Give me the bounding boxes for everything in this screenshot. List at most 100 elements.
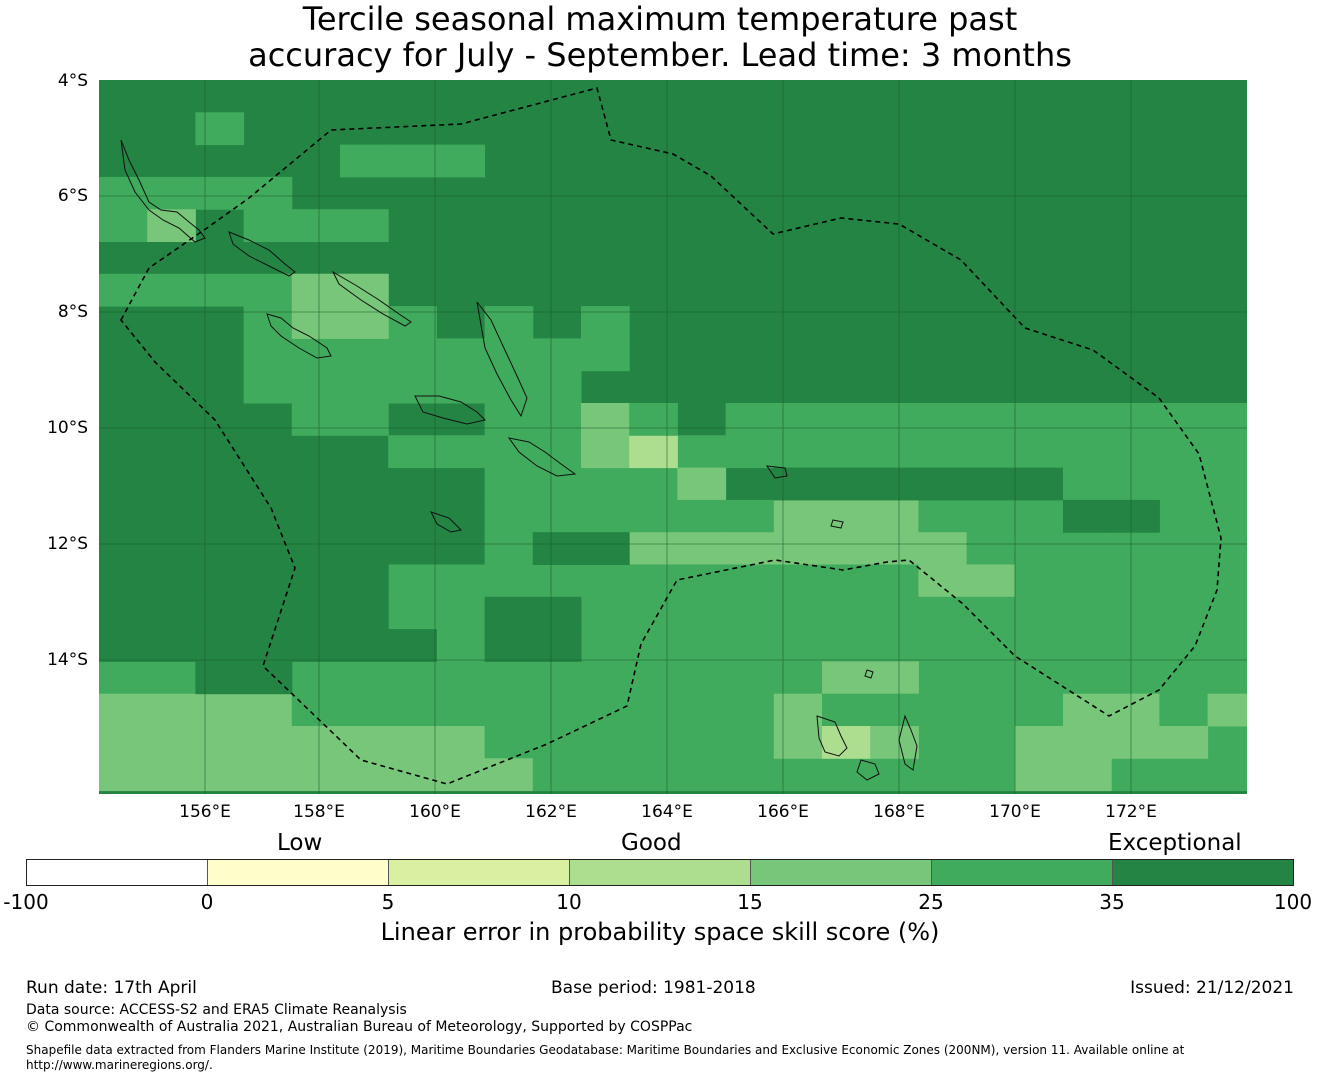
skill-cell [1111,629,1160,662]
skill-cell [388,144,437,178]
skill-cell [966,435,1016,469]
skill-cell [388,338,437,372]
skill-cell [966,467,1016,501]
data-source: Data source: ACCESS-S2 and ERA5 Climate … [26,1002,407,1018]
skill-cell [1207,629,1247,662]
lat-label-4s: 4°S [57,71,88,91]
skill-cell [436,564,486,598]
base-period: Base period: 1981-2018 [551,978,756,998]
skill-cell [1207,435,1247,469]
skill-cell [918,726,968,759]
skill-cell [870,661,919,695]
skill-cell [340,564,389,598]
skill-cell [1063,758,1112,792]
skill-cell [1063,661,1112,695]
skill-cell [629,499,678,533]
skill-cell [484,499,534,533]
small-island-1 [830,519,844,529]
skill-cell [1111,467,1160,501]
skill-cell [1111,435,1160,469]
skill-cell [195,596,245,630]
run-date: Run date: 17th April [26,978,197,998]
skill-cell [340,596,389,630]
skill-cell [1159,499,1209,533]
maritime-boundary [120,87,1222,785]
skill-cell [1159,758,1209,792]
skill-cell [581,403,630,436]
skill-cell [870,467,919,501]
skill-cell [99,758,148,792]
skill-cell [725,435,775,469]
skill-cell [1014,467,1064,501]
skill-cell [822,629,871,662]
skill-cell [725,758,775,792]
skill-cell [581,596,630,630]
skill-cell [629,532,678,565]
skill-cell [773,435,823,469]
skill-cell [195,273,245,307]
skill-cell [966,532,1016,565]
skill-cell [147,596,196,630]
colorbar-tick: 5 [381,890,395,914]
skill-cell [388,758,437,792]
skill-cell [436,661,486,695]
lon-label-158e: 158°E [293,802,345,822]
skill-cell [484,338,534,372]
skill-cell [291,629,341,662]
skill-cell [773,596,823,630]
skill-cell [773,532,823,565]
skill-cell [966,726,1016,759]
skill-cell [1207,564,1247,598]
skill-cell [725,532,775,565]
skill-cell [677,726,727,759]
skill-cell [1111,661,1160,695]
skill-cell [1014,661,1064,695]
skill-cell [1207,661,1247,695]
skill-cell [1159,693,1209,727]
colorbar [26,859,1294,886]
skill-cell [291,338,341,372]
skill-cell [532,467,582,501]
skill-cell [822,403,871,436]
skill-cell [99,629,148,662]
skill-cell [677,532,727,565]
colorbar-tick: 35 [1099,890,1125,914]
skill-cell [773,403,823,436]
skill-cell [966,596,1016,630]
skill-cell [243,629,293,662]
lon-label-170e: 170°E [989,802,1041,822]
skill-cell [1014,629,1064,662]
skill-cell [195,726,245,759]
issued-date: Issued: 21/12/2021 [1130,978,1294,998]
skill-cell [436,338,486,372]
skill-cell [532,758,582,792]
skill-cell [677,629,727,662]
skill-cell [629,758,678,792]
skill-cell [725,596,775,630]
skill-map [99,80,1247,794]
skill-cell [1159,726,1209,759]
skill-cell [1111,758,1160,792]
skill-cell [918,467,968,501]
colorbar-segment [570,860,751,885]
skill-cell [629,629,678,662]
skill-cell [291,693,341,727]
colorbar-segment [389,860,570,885]
skill-cell [870,435,919,469]
skill-cell [773,726,823,759]
skill-cell [436,370,486,404]
small-island-2 [864,669,874,679]
guadalcanal-coast [414,395,486,425]
skill-cell [436,693,486,727]
skill-cell [918,532,968,565]
skill-cell [291,306,341,339]
skill-cell [291,726,341,759]
malakula-coast [856,759,880,781]
skill-cell [195,629,245,662]
colorbar-segment [1113,860,1293,885]
skill-cell [436,435,486,469]
skill-cell [243,370,293,404]
skill-cell [1063,596,1112,630]
skill-cell [532,338,582,372]
lon-label-168e: 168°E [873,802,925,822]
